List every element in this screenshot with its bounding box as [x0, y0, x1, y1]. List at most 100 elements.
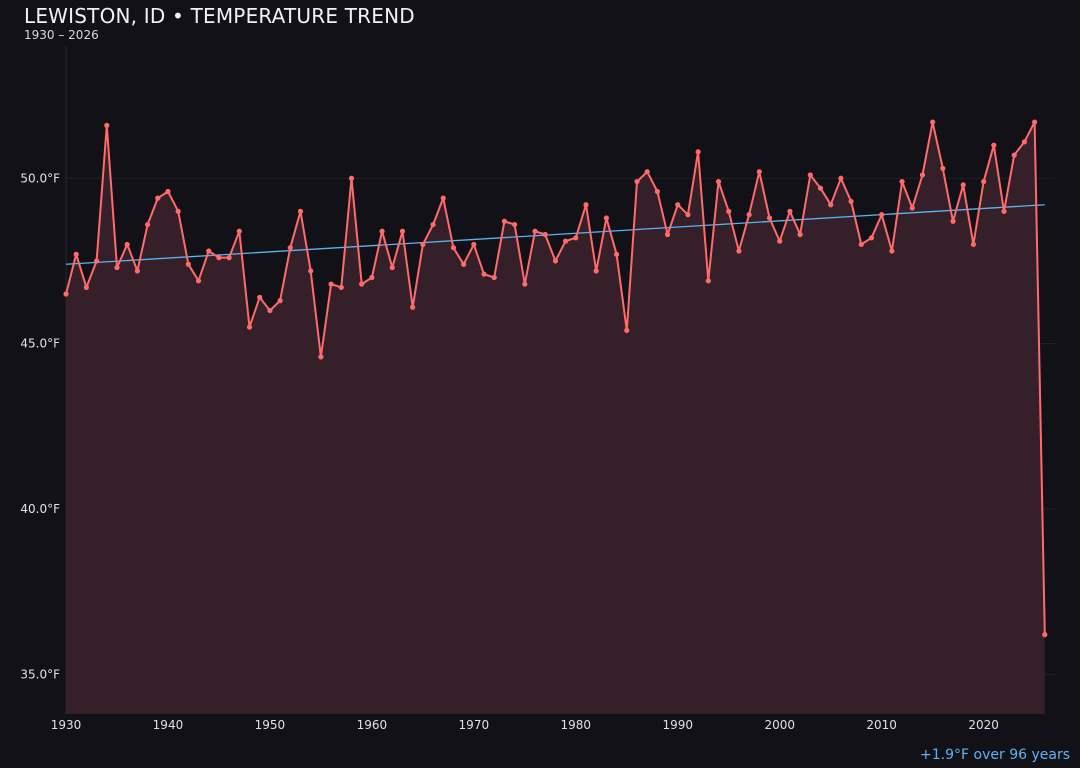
data-point — [1032, 119, 1038, 125]
data-point — [726, 208, 732, 214]
data-point — [981, 178, 987, 185]
data-point — [1011, 152, 1017, 158]
y-tick-label: 45.0°F — [20, 337, 60, 351]
data-point — [144, 221, 151, 228]
y-tick-label: 40.0°F — [20, 502, 60, 516]
y-tick-label: 35.0°F — [20, 667, 60, 681]
data-point — [787, 208, 793, 214]
data-point — [226, 255, 232, 261]
data-point — [308, 268, 314, 274]
data-point — [328, 281, 334, 287]
data-point — [919, 172, 926, 178]
x-tick-label: 1950 — [255, 718, 286, 732]
data-point — [389, 264, 395, 271]
data-point — [889, 248, 895, 254]
data-point — [195, 278, 202, 284]
data-point — [1001, 208, 1007, 214]
data-point — [501, 218, 508, 224]
data-point — [573, 235, 579, 241]
data-point — [399, 228, 406, 234]
data-point — [338, 284, 344, 291]
x-tick-label: 2010 — [866, 718, 897, 732]
data-point — [593, 268, 599, 274]
data-point — [114, 264, 120, 271]
data-point — [746, 212, 752, 218]
data-point — [909, 205, 915, 211]
data-point — [817, 185, 824, 191]
data-point — [950, 218, 956, 224]
data-point — [685, 212, 691, 218]
x-tick-label: 2020 — [968, 718, 999, 732]
data-point — [797, 231, 803, 238]
data-point — [461, 261, 467, 267]
data-point — [277, 298, 283, 304]
data-point — [267, 307, 273, 314]
data-point — [1042, 632, 1048, 638]
chart-title: LEWISTON, ID • TEMPERATURE TREND — [24, 4, 415, 28]
data-point — [63, 291, 69, 297]
data-point — [73, 251, 79, 257]
data-point — [940, 165, 946, 171]
data-point — [624, 327, 630, 333]
data-point — [318, 354, 324, 360]
data-point — [348, 175, 355, 181]
data-point — [450, 245, 457, 251]
data-point — [634, 178, 640, 185]
data-point — [287, 245, 293, 251]
data-point — [542, 231, 548, 238]
data-point — [879, 212, 885, 218]
data-point — [430, 221, 436, 228]
data-point — [868, 235, 875, 241]
data-point — [930, 119, 936, 125]
data-point — [532, 228, 538, 234]
data-point — [991, 142, 997, 148]
data-point — [134, 268, 140, 274]
data-point — [807, 172, 813, 178]
data-point — [1021, 139, 1028, 145]
series-area — [66, 122, 1045, 715]
data-point — [664, 231, 671, 238]
x-tick-label: 1990 — [662, 718, 693, 732]
data-point — [185, 261, 191, 267]
data-point — [155, 195, 161, 201]
data-point — [766, 215, 773, 221]
data-point — [471, 241, 477, 248]
data-point — [257, 294, 263, 300]
data-point — [297, 208, 304, 214]
y-tick-label: 50.0°F — [20, 171, 60, 185]
trend-note: +1.9°F over 96 years — [920, 747, 1070, 763]
data-point — [562, 238, 569, 244]
data-point — [858, 241, 864, 248]
x-tick-label: 1940 — [153, 718, 184, 732]
data-point — [512, 221, 518, 228]
data-point — [246, 324, 253, 330]
data-point — [216, 255, 222, 261]
data-point — [93, 258, 100, 264]
data-point — [970, 241, 977, 248]
data-point — [175, 208, 181, 214]
data-point — [522, 281, 528, 287]
data-point — [715, 178, 722, 185]
data-point — [369, 274, 375, 281]
data-point — [828, 202, 834, 208]
data-point — [420, 241, 426, 248]
x-tick-label: 1960 — [357, 718, 388, 732]
data-point — [83, 284, 89, 291]
data-point — [206, 248, 212, 254]
x-tick-label: 2000 — [764, 718, 795, 732]
data-point — [124, 241, 130, 248]
data-point — [440, 195, 446, 201]
data-point — [613, 251, 620, 257]
data-point — [359, 281, 365, 287]
data-point — [838, 175, 844, 181]
data-point — [899, 178, 905, 185]
x-tick-label: 1980 — [561, 718, 592, 732]
data-point — [236, 228, 242, 234]
data-point — [552, 258, 559, 264]
data-point — [644, 169, 650, 175]
data-point — [960, 182, 966, 188]
data-point — [675, 202, 681, 208]
data-point — [756, 169, 762, 175]
data-point — [777, 238, 783, 244]
